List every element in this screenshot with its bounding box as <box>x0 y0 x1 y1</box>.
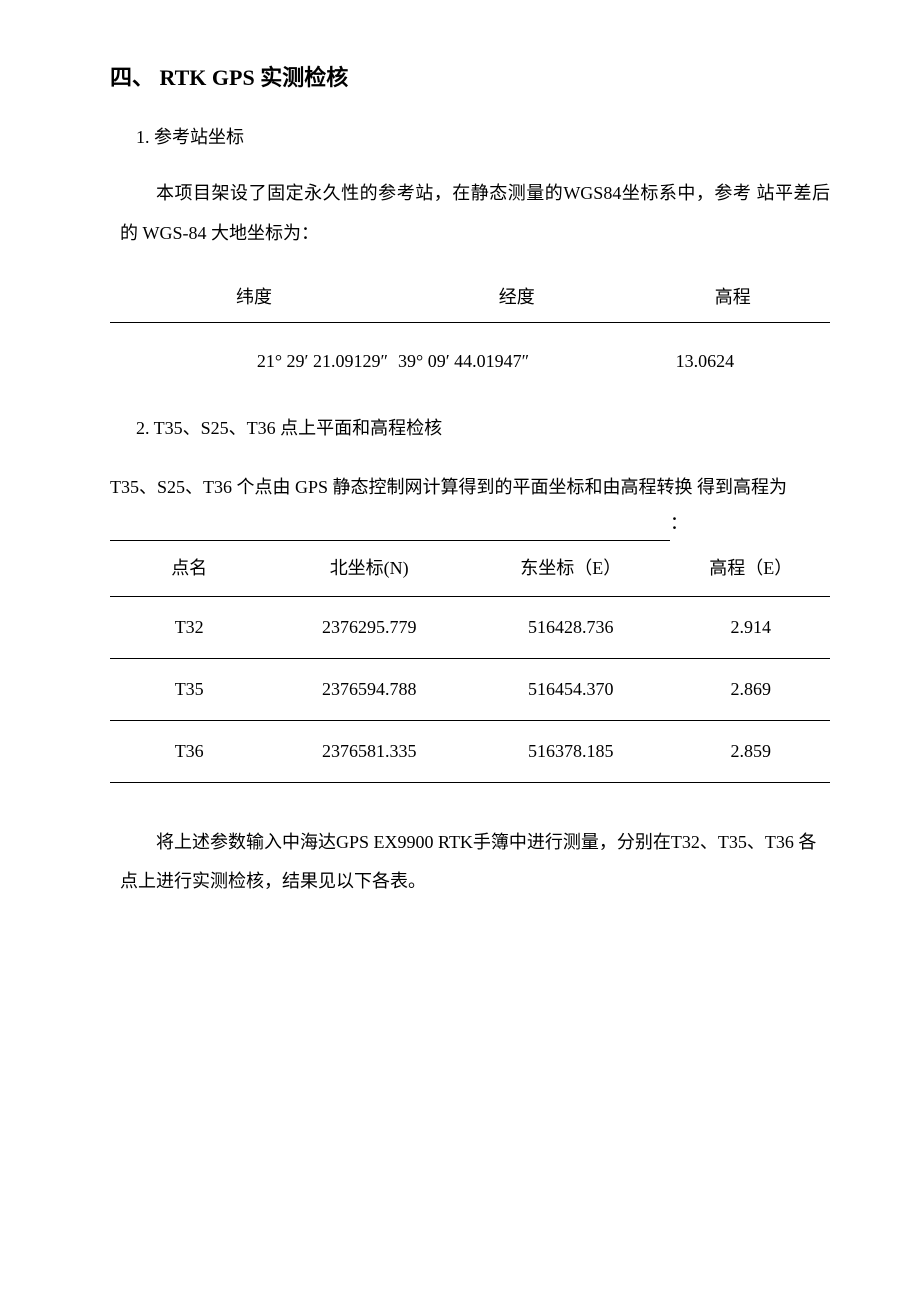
cell-name: T32 <box>110 597 268 659</box>
cell-name: T35 <box>110 659 268 721</box>
cell-name: T36 <box>110 720 268 782</box>
cell-north: 2376295.779 <box>268 597 470 659</box>
heading-suffix: 实测检核 <box>260 65 348 90</box>
subsection-2-paragraph: T35、S25、T36 个点由 GPS 静态控制网计算得到的平面坐标和由高程转换… <box>110 469 830 541</box>
section-heading: 四、 RTK GPS 实测检核 <box>110 60 830 95</box>
cell-east: 516428.736 <box>470 597 672 659</box>
subsection-1-paragraph: 本项目架设了固定永久性的参考站，在静态测量的WGS84坐标系中，参考 站平差后的… <box>120 174 830 253</box>
cell-east: 516454.370 <box>470 659 672 721</box>
col-north: 北坐标(N) <box>268 540 470 597</box>
cell-lat: 21° 29′ 21.09129″ <box>110 322 398 383</box>
col-point-name: 点名 <box>110 540 268 597</box>
table-row: T35 2376594.788 516454.370 2.869 <box>110 659 830 721</box>
table-header-row: 点名 北坐标(N) 东坐标（E） 高程（E） <box>110 540 830 597</box>
cell-elev: 13.0624 <box>636 322 830 383</box>
underline-fill <box>110 522 670 541</box>
table-row: 21° 29′ 21.09129″ 39° 09′ 44.01947″ 13.0… <box>110 322 830 383</box>
cell-east: 516378.185 <box>470 720 672 782</box>
cell-elev: 2.869 <box>672 659 830 721</box>
cell-elev: 2.914 <box>672 597 830 659</box>
cell-lon: 39° 09′ 44.01947″ <box>398 322 636 383</box>
table-header-row: 纬度 经度 高程 <box>110 277 830 322</box>
col-elevation: 高程 <box>636 277 830 322</box>
reference-station-table: 纬度 经度 高程 21° 29′ 21.09129″ 39° 09′ 44.01… <box>110 277 830 384</box>
subsection-2-title: 2. T35、S25、T36 点上平面和高程检核 <box>136 414 830 443</box>
col-latitude: 纬度 <box>110 277 398 322</box>
para2-colon: ： <box>670 513 688 533</box>
cell-north: 2376594.788 <box>268 659 470 721</box>
col-east: 东坐标（E） <box>470 540 672 597</box>
cell-elev: 2.859 <box>672 720 830 782</box>
heading-latin: RTK GPS <box>160 65 261 90</box>
closing-paragraph: 将上述参数输入中海达GPS EX9900 RTK手簿中进行测量，分别在T32、T… <box>120 823 830 902</box>
points-table: 点名 北坐标(N) 东坐标（E） 高程（E） T32 2376295.779 5… <box>110 540 830 783</box>
subsection-1-title: 1. 参考站坐标 <box>136 123 830 152</box>
col-longitude: 经度 <box>398 277 636 322</box>
col-elev: 高程（E） <box>672 540 830 597</box>
cell-north: 2376581.335 <box>268 720 470 782</box>
table-row: T36 2376581.335 516378.185 2.859 <box>110 720 830 782</box>
para2-text: T35、S25、T36 个点由 GPS 静态控制网计算得到的平面坐标和由高程转换… <box>110 477 787 497</box>
heading-prefix: 四、 <box>110 65 160 90</box>
table-row: T32 2376295.779 516428.736 2.914 <box>110 597 830 659</box>
